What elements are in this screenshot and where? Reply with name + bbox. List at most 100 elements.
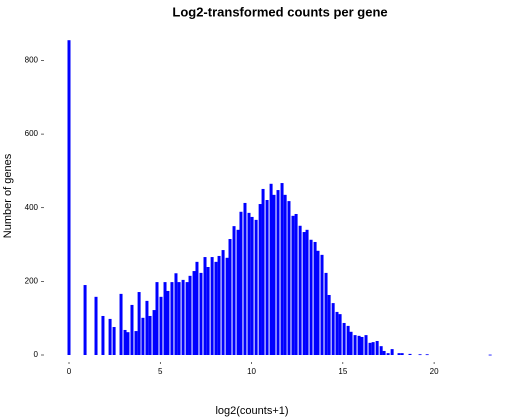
bar: [206, 267, 210, 355]
bar: [335, 311, 339, 355]
x-tick-label: 20: [430, 367, 439, 376]
bar: [386, 353, 390, 355]
bar: [258, 204, 262, 355]
bar: [379, 346, 383, 355]
bar: [83, 285, 87, 355]
bar: [360, 336, 364, 355]
y-tick-label: 400: [25, 203, 39, 212]
bar: [331, 303, 335, 355]
bar: [316, 250, 320, 355]
bar: [408, 353, 412, 355]
bar: [353, 335, 357, 355]
bar: [137, 292, 141, 355]
y-tick-label: 0: [34, 350, 39, 359]
bar: [141, 317, 145, 355]
bar: [280, 183, 284, 355]
bar: [67, 40, 71, 356]
bar: [302, 232, 306, 355]
bar: [166, 290, 170, 355]
bar: [364, 335, 368, 355]
bar: [159, 296, 163, 355]
bar: [239, 211, 243, 355]
bar: [163, 282, 167, 355]
bar: [188, 275, 192, 355]
bar: [375, 341, 379, 355]
bar: [145, 300, 149, 355]
bar: [305, 229, 309, 355]
bar: [368, 342, 372, 355]
bar: [265, 199, 269, 355]
bar: [243, 202, 247, 355]
y-axis-label: Number of genes: [2, 153, 14, 238]
x-tick-label: 15: [338, 367, 347, 376]
bar: [357, 335, 361, 355]
bar: [309, 239, 313, 355]
x-tick-label: 5: [158, 367, 163, 376]
bar: [425, 354, 429, 356]
bar: [287, 201, 291, 355]
bar: [418, 354, 422, 356]
x-tick-label: 0: [67, 367, 72, 376]
bar: [152, 310, 156, 355]
bar: [346, 325, 350, 355]
bar: [327, 294, 331, 355]
bar: [269, 183, 273, 355]
bar: [119, 293, 123, 355]
bar: [126, 332, 130, 355]
bar: [94, 296, 98, 355]
bar: [276, 190, 280, 355]
bar: [108, 318, 112, 355]
y-tick-label: 800: [25, 56, 39, 65]
bar: [272, 194, 276, 355]
chart-title: Log2-transformed counts per gene: [172, 4, 387, 19]
bar: [101, 315, 105, 355]
bar: [177, 282, 181, 355]
bar: [225, 257, 229, 355]
bar: [294, 213, 298, 355]
bar: [313, 241, 317, 355]
x-tick-label: 10: [247, 367, 256, 376]
bar: [382, 350, 386, 355]
bar: [228, 239, 232, 355]
bar: [390, 349, 394, 355]
bar: [199, 272, 203, 355]
bar: [342, 322, 346, 355]
bar: [192, 271, 196, 355]
bar: [155, 282, 159, 355]
bar: [214, 261, 218, 355]
bar: [174, 273, 178, 355]
bar: [148, 315, 152, 355]
bar: [247, 212, 251, 355]
bar: [371, 342, 375, 355]
bar: [232, 226, 236, 355]
y-tick-label: 200: [25, 276, 39, 285]
bar: [221, 250, 225, 355]
bar: [397, 353, 401, 355]
bar: [130, 304, 134, 355]
bar: [400, 353, 404, 355]
y-tick-label: 600: [25, 129, 39, 138]
bar: [283, 194, 287, 355]
bar: [181, 279, 185, 355]
bar: [261, 188, 265, 355]
bar: [298, 225, 302, 355]
bar: [338, 314, 342, 355]
bar: [236, 229, 240, 355]
bar: [488, 354, 492, 356]
bar: [185, 282, 189, 355]
bar: [170, 282, 174, 355]
bar: [324, 272, 328, 355]
bar: [134, 331, 138, 355]
bar: [123, 329, 127, 355]
bar: [320, 254, 324, 355]
bar: [217, 255, 221, 355]
bar: [291, 215, 295, 355]
bar: [112, 327, 116, 355]
bar: [349, 331, 353, 355]
bar: [203, 257, 207, 355]
bar: [254, 219, 258, 355]
bar: [210, 257, 214, 355]
bar: [250, 216, 254, 355]
